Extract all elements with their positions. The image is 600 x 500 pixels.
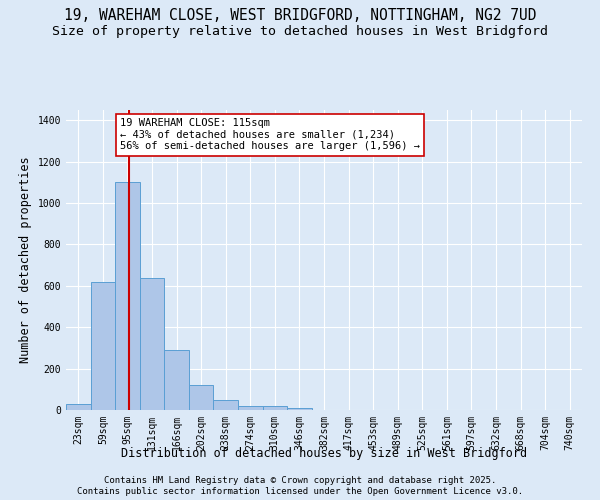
Bar [164, 350, 189, 410]
Text: 19, WAREHAM CLOSE, WEST BRIDGFORD, NOTTINGHAM, NG2 7UD: 19, WAREHAM CLOSE, WEST BRIDGFORD, NOTTI… [64, 8, 536, 22]
Text: Contains public sector information licensed under the Open Government Licence v3: Contains public sector information licen… [77, 488, 523, 496]
Bar [238, 406, 263, 410]
Y-axis label: Number of detached properties: Number of detached properties [19, 156, 32, 364]
Text: Size of property relative to detached houses in West Bridgford: Size of property relative to detached ho… [52, 25, 548, 38]
Bar [115, 182, 140, 410]
Bar [66, 404, 91, 410]
Bar [263, 406, 287, 410]
Bar [287, 408, 312, 410]
Text: Contains HM Land Registry data © Crown copyright and database right 2025.: Contains HM Land Registry data © Crown c… [104, 476, 496, 485]
Bar [140, 278, 164, 410]
Text: Distribution of detached houses by size in West Bridgford: Distribution of detached houses by size … [121, 448, 527, 460]
Bar [189, 385, 214, 410]
Bar [91, 282, 115, 410]
Text: 19 WAREHAM CLOSE: 115sqm
← 43% of detached houses are smaller (1,234)
56% of sem: 19 WAREHAM CLOSE: 115sqm ← 43% of detach… [120, 118, 420, 152]
Bar [214, 400, 238, 410]
